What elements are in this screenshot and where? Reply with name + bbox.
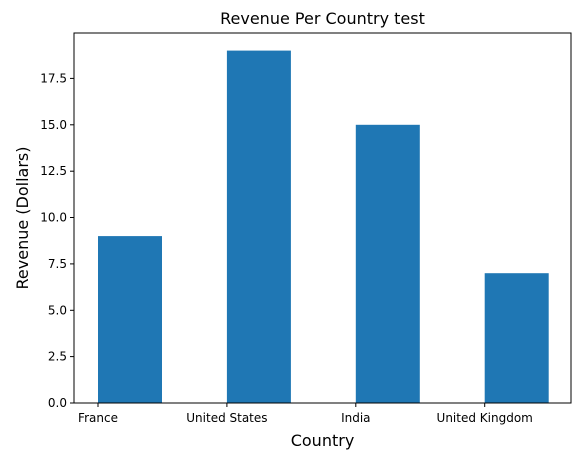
x-tick-label: France bbox=[78, 411, 118, 425]
y-tick-label: 17.5 bbox=[40, 71, 67, 85]
x-axis-title: Country bbox=[291, 431, 355, 450]
bars-group bbox=[98, 50, 549, 404]
y-tick-label: 5.0 bbox=[48, 303, 67, 317]
y-tick-label: 2.5 bbox=[48, 350, 67, 364]
x-tick-label: United States bbox=[186, 411, 267, 425]
y-tick-label: 10.0 bbox=[40, 211, 67, 225]
y-axis-ticks: 0.0 2.5 5.0 7.5 10.0 12.5 15.0 17.5 bbox=[40, 71, 74, 410]
bar-united-kingdom bbox=[484, 273, 549, 403]
y-tick-label: 7.5 bbox=[48, 257, 67, 271]
plot-frame bbox=[73, 32, 572, 404]
y-tick-label: 15.0 bbox=[40, 118, 67, 132]
x-tick-label: United Kingdom bbox=[437, 411, 533, 425]
x-tick-label: India bbox=[341, 411, 370, 425]
bar-india bbox=[355, 124, 420, 404]
bar-united-states bbox=[226, 50, 291, 403]
chart-title: Revenue Per Country test bbox=[220, 9, 425, 28]
x-axis-ticks: France United States India United Kingdom bbox=[78, 403, 533, 425]
bar-france bbox=[98, 236, 162, 403]
y-tick-label: 12.5 bbox=[40, 164, 67, 178]
y-axis-title: Revenue (Dollars) bbox=[13, 147, 32, 290]
y-tick-label: 0.0 bbox=[48, 396, 67, 410]
